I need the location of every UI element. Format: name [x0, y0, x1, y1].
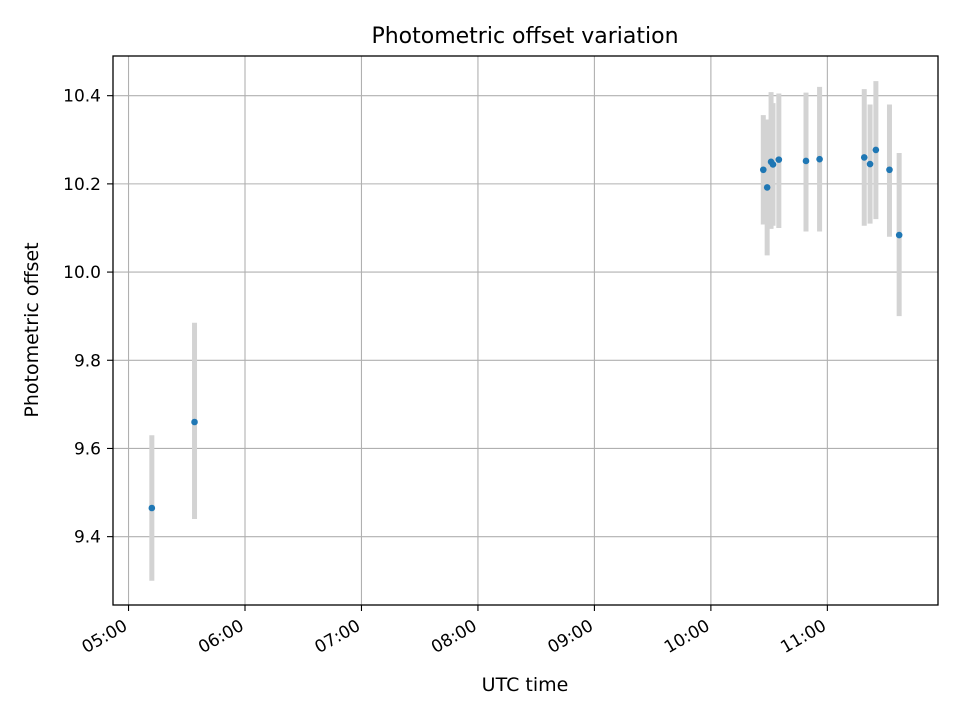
data-point — [148, 504, 156, 512]
data-point — [769, 161, 777, 168]
x-axis-label: UTC time — [482, 674, 569, 696]
data-point — [802, 157, 810, 165]
y-tick-label: 10.2 — [63, 175, 101, 195]
y-tick-label: 10.0 — [63, 263, 101, 283]
data-point — [775, 156, 783, 163]
y-tick-label: 9.4 — [74, 528, 101, 548]
data-point — [866, 160, 874, 168]
y-tick-label: 10.4 — [63, 87, 101, 107]
data-point — [886, 166, 893, 174]
data-point — [895, 231, 903, 239]
y-axis-label: Photometric offset — [21, 242, 43, 417]
y-tick-label: 9.6 — [74, 439, 101, 459]
data-point — [860, 154, 868, 161]
data-point — [872, 146, 880, 154]
y-tick-label: 9.8 — [74, 351, 101, 371]
plot-frame — [112, 55, 939, 606]
chart-title: Photometric offset variation — [371, 24, 678, 49]
grid — [113, 56, 938, 605]
data-point — [759, 166, 767, 174]
data-point — [763, 184, 771, 191]
plot-data — [148, 81, 903, 581]
data-point — [816, 155, 823, 163]
data-point — [191, 418, 198, 426]
